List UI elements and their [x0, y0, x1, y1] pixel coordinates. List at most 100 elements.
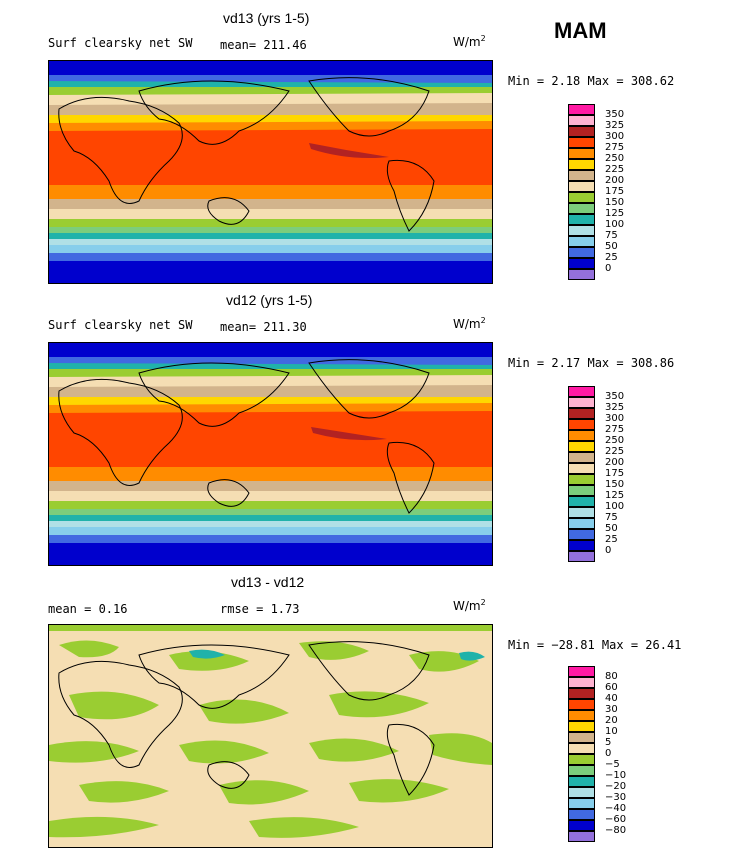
colorbar-swatch: [568, 732, 595, 743]
colorbar-label: 325: [605, 120, 625, 131]
panel-3-min-max: Min = −28.81 Max = 26.41: [508, 638, 682, 652]
colorbar-label: 0: [605, 263, 612, 274]
colorbar-label: 300: [605, 131, 625, 142]
colorbar-label: 250: [605, 153, 625, 164]
colorbar-label: 150: [605, 479, 625, 490]
colorbar-swatch: [568, 115, 595, 126]
colorbar-label: 75: [605, 512, 618, 523]
colorbar-label: 325: [605, 402, 625, 413]
colorbar-swatch: [568, 485, 595, 496]
season-label: MAM: [554, 18, 607, 43]
colorbar-label: 10: [605, 726, 618, 737]
panel-3-mean: mean = 0.16: [48, 602, 128, 616]
colorbar-swatch: [568, 787, 595, 798]
colorbar-swatch: [568, 225, 595, 236]
panel-2-min-max: Min = 2.17 Max = 308.86: [508, 356, 675, 370]
colorbar-label: 50: [605, 523, 618, 534]
panel-2-mean: mean= 211.30: [220, 320, 307, 334]
colorbar-label: 100: [605, 501, 625, 512]
colorbar-label: −20: [605, 781, 627, 792]
colorbar-swatch: [568, 699, 595, 710]
colorbar-swatch: [568, 496, 595, 507]
panel-1-units: W/m2: [453, 34, 486, 49]
colorbar-label: 100: [605, 219, 625, 230]
colorbar-label: 175: [605, 186, 625, 197]
colorbar-swatch: [568, 452, 595, 463]
colorbar-swatch: [568, 677, 595, 688]
colorbar-label: 200: [605, 175, 625, 186]
panel-1-title: vd13 (yrs 1-5): [223, 10, 310, 26]
colorbar-swatch: [568, 831, 595, 842]
colorbar-label: 175: [605, 468, 625, 479]
colorbar-label: 50: [605, 241, 618, 252]
colorbar-swatch: [568, 192, 595, 203]
colorbar-label: 75: [605, 230, 618, 241]
colorbar-label: 40: [605, 693, 618, 704]
colorbar-label: 300: [605, 413, 625, 424]
colorbar-swatch: [568, 529, 595, 540]
colorbar-swatch: [568, 269, 595, 280]
colorbar-swatch: [568, 104, 595, 115]
colorbar-label: −80: [605, 825, 627, 836]
colorbar-label: −60: [605, 814, 627, 825]
colorbar-swatch: [568, 721, 595, 732]
colorbar-label: 225: [605, 164, 625, 175]
colorbar-swatch: [568, 137, 595, 148]
colorbar-label: 275: [605, 142, 625, 153]
colorbar-swatch: [568, 820, 595, 831]
colorbar-label: 5: [605, 737, 612, 748]
colorbar-swatch: [568, 430, 595, 441]
colorbar-swatch: [568, 214, 595, 225]
panel-3-rmse: rmse = 1.73: [220, 602, 300, 616]
colorbar-swatch: [568, 181, 595, 192]
colorbar-swatch: [568, 236, 595, 247]
colorbar-swatch: [568, 809, 595, 820]
colorbar-swatch: [568, 765, 595, 776]
colorbar-label: −30: [605, 792, 627, 803]
colorbar-swatch: [568, 203, 595, 214]
colorbar-swatch: [568, 408, 595, 419]
colorbar-label: 0: [605, 748, 612, 759]
colorbar-swatch: [568, 386, 595, 397]
colorbar-swatch: [568, 247, 595, 258]
colorbar-label: 350: [605, 109, 625, 120]
colorbar-label: 80: [605, 671, 618, 682]
panel-1-colorbar: 350 325 300 275 250 225 200 175 150 125 100 75 50 25 0: [568, 104, 648, 280]
colorbar-label: 125: [605, 490, 625, 501]
colorbar-swatch: [568, 159, 595, 170]
colorbar-label: 150: [605, 197, 625, 208]
panel-2-title: vd12 (yrs 1-5): [226, 292, 313, 308]
colorbar-swatch: [568, 551, 595, 562]
colorbar-label: 30: [605, 704, 618, 715]
colorbar-label: 60: [605, 682, 618, 693]
colorbar-swatch: [568, 776, 595, 787]
colorbar-label: 275: [605, 424, 625, 435]
colorbar-swatch: [568, 397, 595, 408]
panel-3-title: vd13 - vd12: [231, 574, 305, 590]
colorbar-swatch: [568, 258, 595, 269]
panel-1-map: [48, 60, 493, 284]
colorbar-swatch: [568, 743, 595, 754]
colorbar-swatch: [568, 518, 595, 529]
colorbar-label: 25: [605, 534, 618, 545]
panel-2-colorbar: 350 325 300 275 250 225 200 175 150 125 100 75 50 25 0: [568, 386, 648, 562]
colorbar-label: 225: [605, 446, 625, 457]
panel-1-mean: mean= 211.46: [220, 38, 307, 52]
colorbar-swatch: [568, 688, 595, 699]
colorbar-label: −5: [605, 759, 620, 770]
panel-2-units: W/m2: [453, 316, 486, 331]
colorbar-label: −10: [605, 770, 627, 781]
colorbar-swatch: [568, 463, 595, 474]
colorbar-swatch: [568, 441, 595, 452]
colorbar-swatch: [568, 710, 595, 721]
colorbar-label: 125: [605, 208, 625, 219]
colorbar-swatch: [568, 754, 595, 765]
panel-1-variable-label: Surf clearsky net SW: [48, 36, 193, 50]
panel-2-variable-label: Surf clearsky net SW: [48, 318, 193, 332]
colorbar-label: 0: [605, 545, 612, 556]
colorbar-swatch: [568, 126, 595, 137]
panel-3-colorbar: 80 60 40 30 20 10 5 0 −5 −10 −20 −30 −40 −60 −80: [568, 666, 648, 842]
colorbar-swatch: [568, 666, 595, 677]
colorbar-label: 350: [605, 391, 625, 402]
colorbar-swatch: [568, 474, 595, 485]
